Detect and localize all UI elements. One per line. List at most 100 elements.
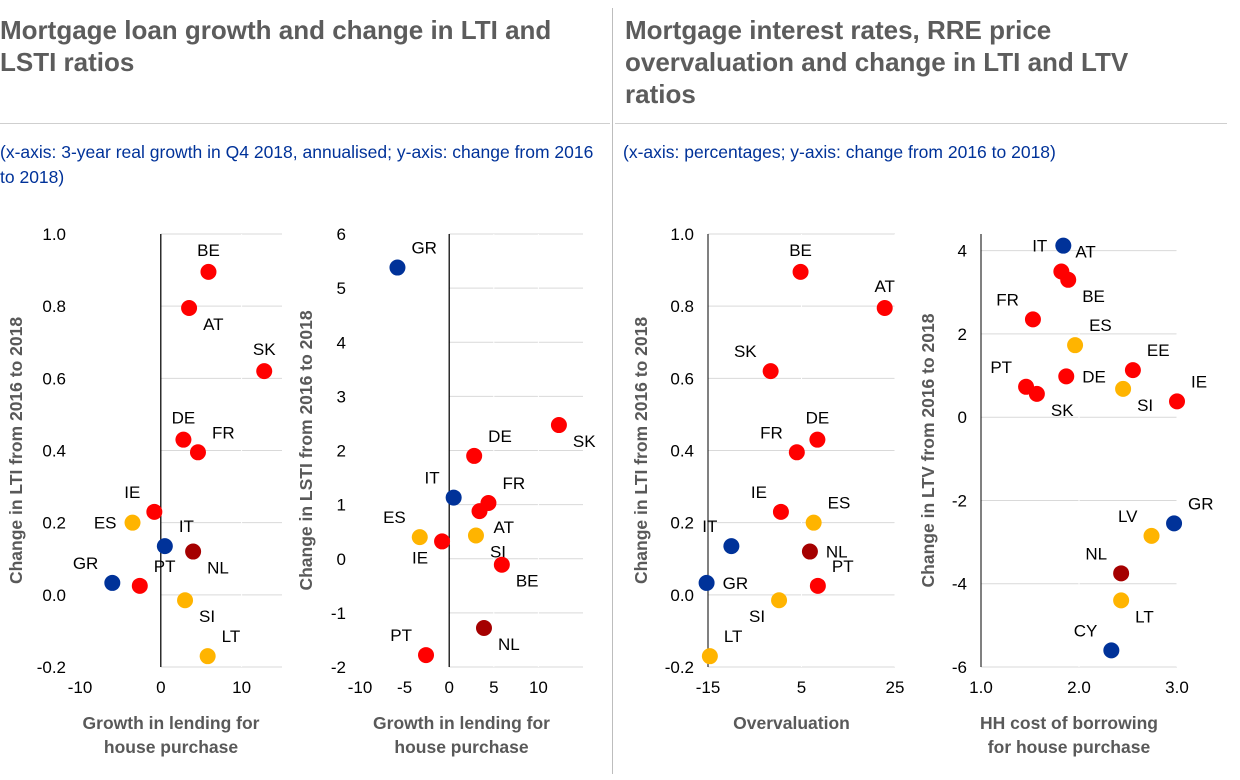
point-label-es: ES <box>94 514 117 533</box>
point-label-lt: LT <box>724 627 743 646</box>
y-tick-label: 0.2 <box>42 514 66 533</box>
x-axis-title: HH cost of borrowing for house purchase <box>980 713 1158 757</box>
x-tick-label: 2.0 <box>1067 678 1091 697</box>
point-label-at: AT <box>494 518 514 537</box>
y-tick-label: -4 <box>952 575 967 594</box>
panel-left-title: Mortgage loan growth and change in LTI a… <box>0 15 552 77</box>
point-label-lt: LT <box>222 627 241 646</box>
x-tick-label: 0 <box>156 678 165 697</box>
point-label-ie: IE <box>1191 372 1207 391</box>
data-point-be <box>200 263 217 280</box>
x-tick-label: 10 <box>529 678 548 697</box>
data-point-nl <box>475 620 492 637</box>
y-tick-label: 1.0 <box>42 225 66 244</box>
point-label-ee: EE <box>1147 341 1170 360</box>
data-point-pt <box>418 647 435 664</box>
y-tick-label: -0.2 <box>665 658 694 677</box>
data-point-gr <box>1166 515 1183 532</box>
data-point-si <box>177 592 194 609</box>
data-point-sk <box>550 417 567 434</box>
data-point-si <box>467 527 484 544</box>
data-point-gr <box>389 259 406 276</box>
data-point-it <box>445 489 462 506</box>
x-axis-title: Overvaluation <box>733 713 850 733</box>
point-label-es: ES <box>828 494 851 513</box>
point-label-nl: NL <box>1085 544 1107 563</box>
data-point-sk <box>256 363 273 380</box>
point-label-ie: IE <box>124 483 140 502</box>
data-point-de <box>466 447 483 464</box>
scatter-chart-lti-overvaluation: -15 5 25 -0.2 0.0 0.2 0.4 0.6 0.8 1.0 Change in LT… <box>631 225 905 733</box>
data-point-nl <box>801 543 818 560</box>
point-label-it: IT <box>179 517 194 536</box>
point-label-gr: GR <box>1188 494 1214 513</box>
panel-left-subtitle: (x-axis: 3-year real growth in Q4 2018, … <box>0 142 594 187</box>
point-label-nl: NL <box>498 635 520 654</box>
scatter-chart-lti-growth: -10 0 10 -0.2 0.0 0.2 0.4 0.6 0.8 1.0 Change in LT… <box>6 225 282 757</box>
data-point-lt <box>701 648 718 665</box>
data-point-sk <box>762 363 779 380</box>
data-point-de <box>809 431 826 448</box>
point-label-fr: FR <box>502 474 525 493</box>
data-point-ie <box>146 503 163 520</box>
point-label-si: SI <box>199 607 215 626</box>
point-label-be: BE <box>789 241 812 260</box>
panel-right-divider <box>615 123 1227 124</box>
data-point-ie <box>772 503 789 520</box>
y-tick-label: -1 <box>331 604 346 623</box>
y-axis-title: Change in LTI from 2016 to 2018 <box>6 317 26 584</box>
data-point-nl <box>1113 565 1130 582</box>
point-label-pt: PT <box>832 557 854 576</box>
point-label-cy: CY <box>1074 621 1098 640</box>
data-point-be <box>493 556 510 573</box>
point-label-it: IT <box>425 469 440 488</box>
point-label-gr: GR <box>411 239 437 258</box>
y-tick-label: -0.2 <box>37 658 66 677</box>
x-tick-label: 25 <box>886 678 905 697</box>
x-tick-label: -10 <box>68 678 93 697</box>
x-axis-title: Growth in lending for house purchase <box>373 713 550 757</box>
y-tick-label: 0.4 <box>670 442 694 461</box>
scatter-chart-ltv-borrowing-cost: 1.0 2.0 3.0 -6 -4 -2 0 2 4 Change in LTV from 201… <box>918 234 1214 757</box>
point-label-it: IT <box>702 517 717 536</box>
data-point-es <box>805 514 822 531</box>
data-point-pt <box>809 577 826 594</box>
data-point-es <box>411 529 428 546</box>
point-label-es: ES <box>383 508 406 527</box>
data-point-sk <box>1028 385 1045 402</box>
data-point-ee <box>1124 362 1141 379</box>
data-point-si <box>771 592 788 609</box>
y-tick-label: -2 <box>952 491 967 510</box>
data-point-gr <box>104 574 121 591</box>
y-tick-label: -6 <box>952 658 967 677</box>
point-label-fr: FR <box>996 290 1019 309</box>
point-label-pt: PT <box>990 358 1012 377</box>
point-label-lv: LV <box>1118 507 1138 526</box>
x-tick-label: -5 <box>397 678 412 697</box>
data-point-gr <box>698 574 715 591</box>
data-point-be <box>792 263 809 280</box>
point-label-be: BE <box>516 572 539 591</box>
point-label-pt: PT <box>390 626 412 645</box>
data-point-it <box>1055 237 1072 254</box>
data-point-be <box>1060 271 1077 288</box>
y-tick-label: 4 <box>958 242 967 261</box>
point-label-be: BE <box>1082 287 1105 306</box>
data-point-ie <box>1169 393 1185 410</box>
data-point-de <box>1058 368 1075 385</box>
point-label-de: DE <box>806 409 830 428</box>
point-label-ie: IE <box>751 483 767 502</box>
point-label-sk: SK <box>1051 401 1074 420</box>
y-tick-label: 0 <box>337 550 346 569</box>
point-label-gr: GR <box>73 554 99 573</box>
point-label-at: AT <box>874 277 894 296</box>
data-point-fr <box>189 444 206 461</box>
point-label-de: DE <box>488 427 512 446</box>
point-label-si: SI <box>1137 396 1153 415</box>
y-axis-title: Change in LSTI from 2016 to 2018 <box>296 310 316 590</box>
panel-right-title: Mortgage interest rates, RRE price overv… <box>625 15 1129 109</box>
point-label-at: AT <box>1075 242 1095 261</box>
data-point-de <box>175 431 192 448</box>
point-label-sk: SK <box>573 432 596 451</box>
